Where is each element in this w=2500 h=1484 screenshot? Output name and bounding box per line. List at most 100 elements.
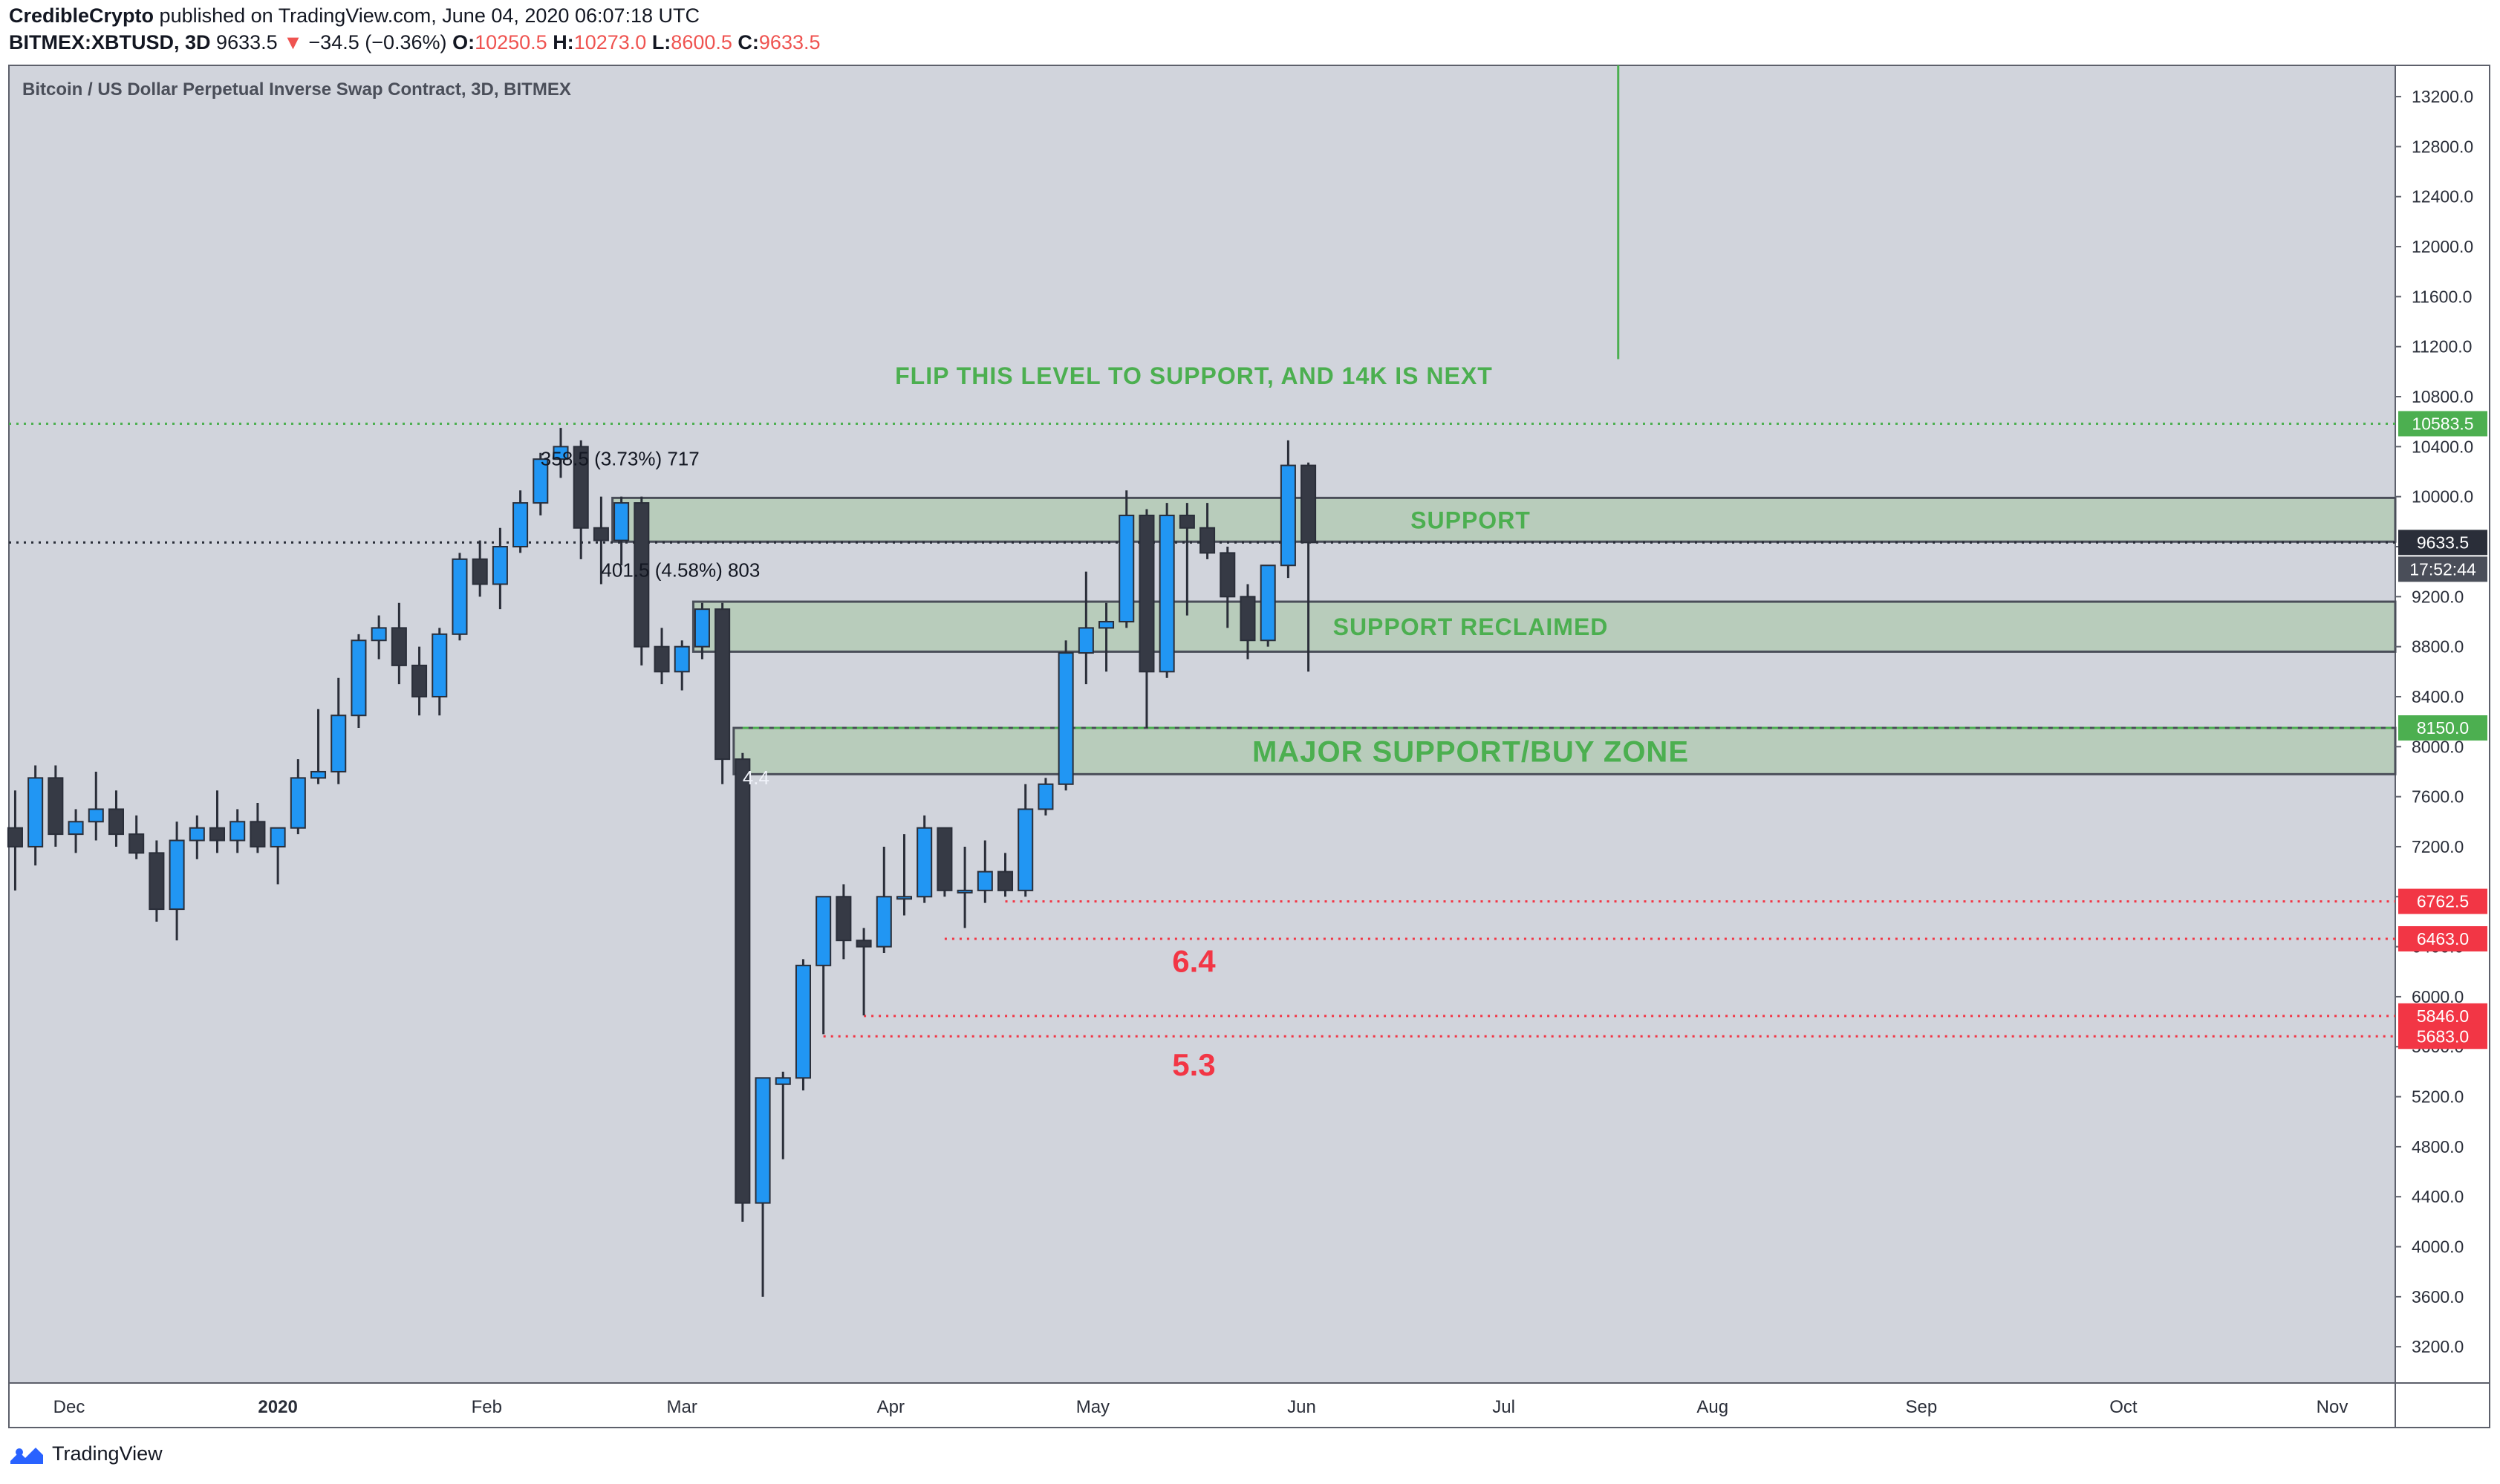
down-arrow-icon: ▼ — [283, 31, 303, 53]
candle-body[interactable] — [331, 715, 347, 772]
candle-body[interactable] — [432, 633, 448, 697]
zone-label: MAJOR SUPPORT/BUY ZONE — [1252, 736, 1689, 769]
candle-body[interactable] — [351, 640, 367, 717]
time-tick-label: Aug — [1696, 1397, 1728, 1417]
time-tick-label: Jun — [1287, 1397, 1316, 1417]
time-tick-label: Feb — [472, 1397, 502, 1417]
candle-body[interactable] — [7, 827, 23, 847]
candle-body[interactable] — [391, 627, 407, 666]
time-tick-label: Mar — [667, 1397, 697, 1417]
candle-body[interactable] — [1139, 514, 1155, 673]
price-tick-label: 5200.0 — [2412, 1087, 2464, 1107]
tradingview-brand[interactable]: TradingView — [52, 1442, 163, 1465]
candle-body[interactable] — [714, 608, 731, 761]
candle-body[interactable] — [533, 458, 549, 504]
price-axis-badge — [2398, 715, 2487, 741]
candle-body[interactable] — [1301, 464, 1317, 544]
tradingview-logo-icon — [10, 1447, 43, 1464]
candle-body[interactable] — [634, 502, 650, 648]
chart-annotation: 6.4 — [1172, 943, 1216, 978]
candle-body[interactable] — [472, 558, 488, 585]
candle-body[interactable] — [149, 852, 165, 911]
price-tick-label: 11600.0 — [2412, 287, 2472, 306]
candle-body[interactable] — [1280, 464, 1296, 567]
candle-body[interactable] — [1159, 514, 1175, 673]
author-name[interactable]: CredibleCrypto — [9, 4, 154, 27]
price-tick-label: 12800.0 — [2412, 137, 2473, 156]
candle-body[interactable] — [128, 833, 145, 854]
chart-annotation: 358.5 (3.73%) 717 — [541, 448, 700, 470]
candle-body[interactable] — [977, 870, 993, 891]
candle-body[interactable] — [1119, 514, 1135, 622]
candle-body[interactable] — [795, 964, 811, 1079]
time-tick-label: Jul — [1492, 1397, 1515, 1417]
candle-body[interactable] — [108, 808, 125, 836]
support-zone[interactable] — [611, 496, 2397, 543]
candle-body[interactable] — [27, 777, 44, 847]
candle-body[interactable] — [48, 777, 64, 836]
price-tick-label: 3200.0 — [2412, 1337, 2464, 1356]
candle-body[interactable] — [593, 527, 609, 541]
price-tick-label: 4000.0 — [2412, 1237, 2464, 1257]
candle-body[interactable] — [755, 1077, 771, 1204]
candle-body[interactable] — [1220, 552, 1236, 598]
price-axis-badge-label: 9633.5 — [2417, 533, 2469, 552]
candle-body[interactable] — [189, 827, 205, 842]
candle-body[interactable] — [270, 827, 286, 847]
chart-annotation: FLIP THIS LEVEL TO SUPPORT, AND 14K IS N… — [895, 362, 1493, 389]
candle-body[interactable] — [310, 770, 327, 779]
candle-body[interactable] — [1098, 620, 1115, 629]
candle-body[interactable] — [694, 608, 710, 648]
candle-body[interactable] — [1038, 783, 1054, 810]
candle-body[interactable] — [230, 821, 246, 842]
time-tick-label: Dec — [53, 1397, 85, 1417]
low-value: 8600.5 — [671, 31, 732, 53]
candle-body[interactable] — [411, 664, 428, 697]
candle-body[interactable] — [573, 446, 589, 529]
candle-body[interactable] — [371, 627, 387, 642]
candle-body[interactable] — [654, 645, 670, 673]
candle-body[interactable] — [937, 827, 953, 891]
candle-body[interactable] — [674, 645, 690, 673]
price-axis-badge-label: 10583.5 — [2412, 414, 2473, 433]
candle-body[interactable] — [735, 758, 751, 1204]
candle-body[interactable] — [169, 839, 185, 911]
candle-body[interactable] — [1260, 564, 1276, 642]
candle-body[interactable] — [209, 827, 226, 842]
candle-body[interactable] — [512, 502, 529, 547]
candle-body[interactable] — [492, 545, 508, 585]
candle-body[interactable] — [816, 896, 832, 966]
candle-body[interactable] — [290, 777, 306, 829]
countdown-label: 17:52:44 — [2409, 559, 2476, 579]
time-tick-label: Nov — [2317, 1397, 2348, 1417]
candle-body[interactable] — [856, 940, 872, 948]
candle-body[interactable] — [775, 1077, 791, 1085]
support-zone[interactable] — [691, 600, 2397, 653]
candle-body[interactable] — [1078, 627, 1094, 654]
candle-body[interactable] — [1058, 652, 1074, 785]
candle-body[interactable] — [1179, 514, 1195, 529]
candle-body[interactable] — [836, 896, 852, 942]
candle-body[interactable] — [876, 896, 892, 948]
candle-body[interactable] — [1018, 808, 1034, 891]
candle-body[interactable] — [553, 446, 569, 461]
last-price: 9633.5 — [216, 31, 278, 53]
candle-body[interactable] — [88, 808, 104, 823]
price-axis-badge-label: 5846.0 — [2417, 1006, 2469, 1026]
candle-body[interactable] — [68, 821, 84, 836]
candle-body[interactable] — [250, 821, 266, 847]
candle-body[interactable] — [452, 558, 468, 635]
candle-body[interactable] — [896, 896, 913, 900]
price-tick-label: 12000.0 — [2412, 237, 2473, 256]
candle-body[interactable] — [997, 870, 1014, 891]
candle-body[interactable] — [1240, 596, 1256, 642]
candle-body[interactable] — [957, 889, 973, 894]
candle-body[interactable] — [613, 502, 630, 541]
price-axis-badge — [2398, 530, 2487, 556]
price-axis-badge — [2398, 1023, 2487, 1049]
candle-body[interactable] — [917, 827, 933, 898]
high-value: 10273.0 — [573, 31, 647, 53]
support-zone[interactable] — [732, 726, 2397, 775]
candle-body[interactable] — [1199, 527, 1216, 554]
